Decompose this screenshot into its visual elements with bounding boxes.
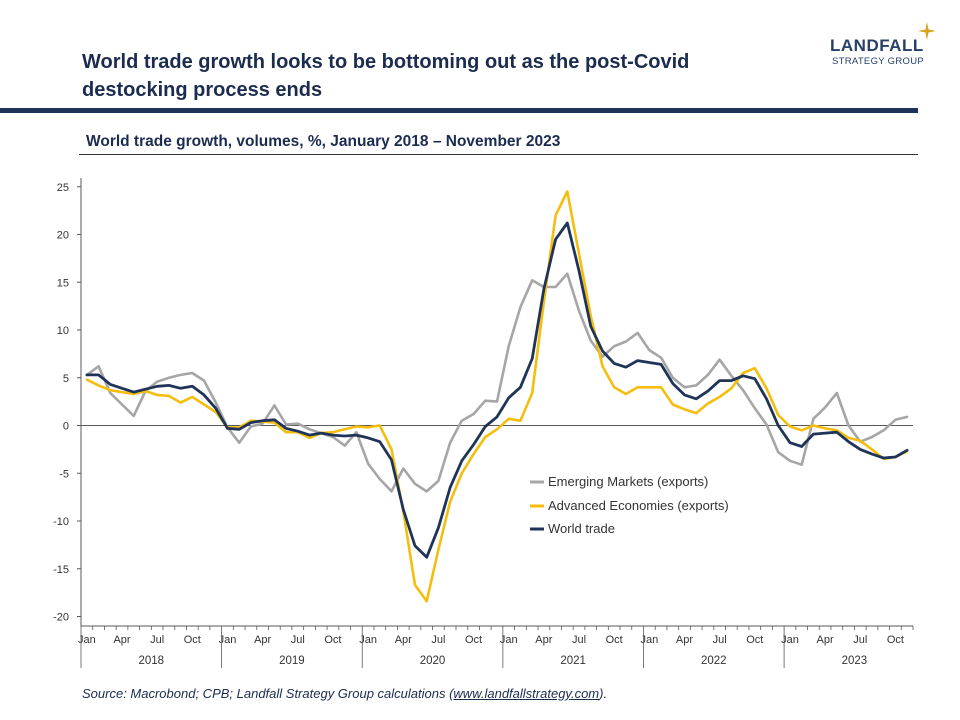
x-year-label: 2023 (842, 655, 868, 667)
chart-title: World trade growth looks to be bottoming… (82, 51, 690, 101)
legend-label: Advanced Economies (exports) (548, 498, 729, 513)
x-tick-label: Apr (395, 634, 412, 646)
x-tick-label: Jan (219, 634, 237, 646)
x-tick-label: Apr (535, 634, 552, 646)
legend-label: World trade (548, 521, 615, 536)
series-layer (85, 190, 909, 603)
x-year-label: 2020 (420, 655, 446, 667)
source-link[interactable]: www.landfallstrategy.com (453, 686, 600, 701)
x-tick-label: Apr (254, 634, 271, 646)
x-tick-label: Apr (676, 634, 693, 646)
x-year-label: 2022 (701, 655, 727, 667)
chart-subtitle: World trade growth, volumes, %, January … (86, 133, 561, 150)
x-year-label: 2019 (279, 655, 305, 667)
x-tick-label: Jan (359, 634, 377, 646)
star-icon (918, 22, 936, 40)
y-tick-label: 25 (57, 182, 69, 194)
x-tick-label: Jan (78, 634, 96, 646)
x-tick-label: Jul (713, 634, 727, 646)
legend-label: Emerging Markets (exports) (548, 474, 708, 489)
x-tick-label: Apr (817, 634, 834, 646)
x-tick-label: Oct (887, 634, 904, 646)
y-tick-label: 5 (63, 373, 69, 385)
source-prefix: Source: Macrobond; CPB; Landfall Strateg… (82, 686, 454, 701)
x-tick-label: Jan (640, 634, 658, 646)
logo-name: LANDFALL (830, 36, 924, 55)
logo-subtitle: STRATEGY GROUP (832, 56, 925, 67)
source-suffix: ). (599, 686, 608, 701)
landfall-logo: LANDFALL STRATEGY GROUP (812, 22, 942, 72)
x-tick-label: Oct (606, 634, 623, 646)
x-tick-label: Oct (746, 634, 763, 646)
chart-axes: 25 20 15 10 5 0 -5 -10 -15 -20 Jan Apr Jul Oct Jan Apr J… (53, 178, 914, 668)
x-tick-label: Jul (572, 634, 586, 646)
y-tick-label: 15 (57, 277, 69, 289)
x-tick-label: Oct (184, 634, 201, 646)
x-year-label: 2021 (560, 655, 586, 667)
x-year-label: 2018 (139, 655, 165, 667)
x-tick-label: Oct (324, 634, 341, 646)
source-note: Source: Macrobond; CPB; Landfall Strateg… (82, 686, 607, 701)
y-tick-label: 20 (57, 230, 69, 242)
series-emerging-markets (85, 272, 909, 493)
x-tick-label: Jan (500, 634, 518, 646)
x-tick-label: Oct (465, 634, 482, 646)
y-tick-label: -5 (59, 468, 69, 480)
y-tick-label: -10 (53, 516, 69, 528)
title-divider (0, 108, 918, 113)
x-tick-label: Jul (853, 634, 867, 646)
series-world-trade (85, 221, 909, 559)
chart-legend: Emerging Markets (exports) Advanced Econo… (530, 474, 729, 536)
x-tick-label: Jan (781, 634, 799, 646)
y-tick-label: -15 (53, 564, 69, 576)
y-tick-label: 0 (63, 421, 69, 433)
subtitle-divider (79, 154, 918, 155)
x-tick-label: Apr (113, 634, 130, 646)
x-tick-label: Jul (431, 634, 445, 646)
y-tick-label: -20 (53, 612, 69, 624)
x-tick-label: Jul (150, 634, 164, 646)
y-tick-label: 10 (57, 325, 69, 337)
x-tick-label: Jul (291, 634, 305, 646)
